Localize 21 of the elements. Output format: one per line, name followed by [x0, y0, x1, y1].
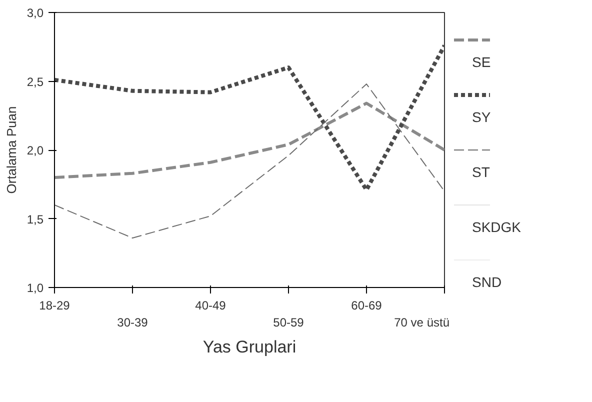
legend-label: SND [472, 274, 502, 290]
y-tick-label: 3,0 [26, 6, 44, 20]
x-tick-label: 30-39 [117, 315, 148, 330]
legend-label: SE [472, 54, 491, 70]
legend-label: SKDGK [472, 218, 522, 235]
y-tick-label: 1,0 [26, 281, 44, 295]
line-series [54, 44, 444, 192]
line-series [54, 102, 444, 179]
x-tick-label: 60-69 [351, 298, 382, 312]
x-tick-label: 40-49 [195, 298, 226, 312]
x-tick-label: 50-59 [273, 315, 304, 330]
y-tick-label: 1,5 [26, 212, 44, 226]
line-series [54, 84, 444, 238]
y-tick-label: 2,5 [26, 74, 44, 89]
legend-label: SY [472, 108, 492, 125]
legend-label: ST [472, 164, 490, 180]
y-tick-label: 2,0 [26, 144, 44, 158]
y-axis-title: Ortalama Puan [4, 106, 19, 194]
x-axis-title: Yas Gruplari [202, 337, 296, 356]
x-tick-label: 70 ve üstü [394, 315, 450, 330]
x-tick-label: 18-29 [39, 298, 70, 312]
